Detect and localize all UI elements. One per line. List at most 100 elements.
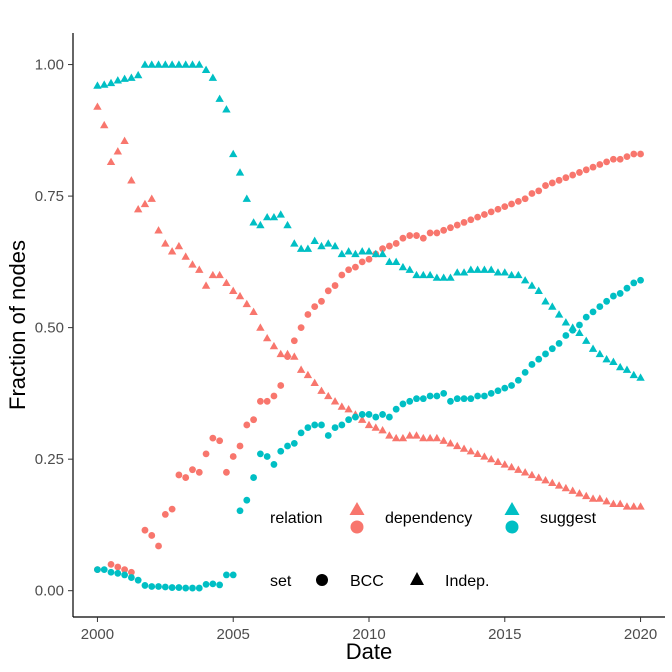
suggest-indep-triangle: [520, 276, 530, 284]
dependency-bcc-point: [263, 397, 271, 405]
legend-set-title: set: [270, 573, 292, 590]
suggest-bcc-point: [494, 387, 502, 395]
dependency-bcc-point: [596, 161, 604, 168]
suggest-bcc-point: [372, 413, 380, 421]
suggest-indep-triangle: [405, 265, 414, 273]
dependency-indep-triangle: [371, 423, 380, 431]
y-tick-label: 0.50: [35, 320, 64, 337]
suggest-indep-triangle: [296, 244, 306, 252]
dependency-bcc-point: [440, 226, 448, 234]
dependency-bcc-point: [508, 200, 515, 208]
suggest-indep-triangle: [541, 297, 550, 305]
dependency-bcc-point: [555, 176, 563, 184]
suggest-bcc-point: [589, 308, 597, 316]
suggest-bcc-point: [114, 569, 122, 577]
dependency-bcc-point: [521, 195, 529, 203]
suggest-bcc-point: [107, 568, 115, 576]
suggest-bcc-point: [501, 384, 509, 392]
dependency-bcc-point: [318, 297, 325, 305]
suggest-bcc-point: [155, 583, 162, 590]
suggest-bcc-point: [467, 395, 475, 403]
suggest-bcc-point: [548, 345, 556, 353]
legend-relation-title: relation: [270, 510, 322, 527]
suggest-indep-triangle: [629, 370, 638, 379]
suggest-bcc-point: [236, 507, 244, 515]
x-tick-label: 2015: [488, 626, 521, 643]
dependency-indep-triangle: [602, 497, 611, 505]
dependency-bcc-point: [121, 566, 128, 574]
legend-indep-label: Indep.: [445, 573, 489, 590]
suggest-indep-triangle: [276, 210, 285, 218]
dependency-bcc-point: [270, 392, 278, 400]
legend-suggest-circle: [505, 520, 519, 534]
suggest-bcc-point: [508, 382, 515, 389]
dependency-indep-triangle: [432, 433, 442, 442]
suggest-indep-triangle: [514, 270, 523, 279]
legend-dependency-label: dependency: [385, 510, 472, 527]
data-points: [93, 60, 645, 592]
suggest-indep-triangle: [113, 76, 123, 84]
dependency-bcc-point: [637, 150, 644, 158]
dependency-bcc-point: [379, 245, 386, 253]
suggest-bcc-point: [379, 411, 386, 418]
suggest-bcc-point: [331, 424, 339, 431]
dependency-bcc-point: [623, 153, 631, 161]
suggest-indep-triangle: [371, 249, 380, 258]
suggest-bcc-point: [630, 279, 638, 287]
suggest-indep-triangle: [351, 249, 360, 258]
dependency-bcc-point: [589, 163, 597, 171]
dependency-indep-triangle: [582, 491, 591, 500]
dependency-indep-triangle: [106, 157, 116, 166]
suggest-indep-triangle: [602, 355, 611, 363]
dependency-indep-triangle: [453, 441, 462, 450]
dependency-bcc-point: [127, 568, 135, 576]
dependency-bcc-point: [290, 337, 298, 345]
suggest-bcc-point: [324, 432, 332, 439]
dependency-indep-triangle: [473, 449, 482, 458]
dependency-indep-triangle: [276, 349, 285, 358]
dependency-bcc-point: [514, 197, 522, 205]
suggest-bcc-point: [623, 284, 631, 292]
dependency-indep-triangle: [391, 433, 401, 442]
dependency-indep-triangle: [93, 102, 102, 110]
dependency-indep-triangle: [161, 239, 170, 247]
suggest-bcc-point: [481, 392, 488, 400]
dependency-indep-triangle: [140, 199, 150, 208]
dependency-indep-triangle: [242, 299, 251, 308]
suggest-indep-triangle: [527, 281, 537, 289]
dependency-indep-triangle: [296, 365, 306, 373]
suggest-indep-triangle: [493, 268, 503, 276]
dependency-bcc-point: [324, 287, 332, 295]
suggest-bcc-point: [277, 447, 285, 455]
suggest-bcc-point: [223, 571, 230, 579]
dependency-bcc-point: [202, 450, 210, 458]
suggest-indep-triangle: [127, 73, 136, 81]
dependency-indep-triangle: [337, 402, 347, 410]
dependency-bcc-point: [352, 263, 359, 271]
dependency-bcc-point: [189, 466, 196, 474]
dependency-bcc-point: [345, 266, 353, 274]
y-tick-label: 0.75: [35, 188, 64, 205]
suggest-indep-triangle: [378, 249, 387, 258]
suggest-bcc-point: [175, 584, 183, 591]
dependency-indep-triangle: [615, 499, 625, 508]
suggest-bcc-point: [514, 376, 522, 384]
legend-indep-triangle: [410, 572, 424, 585]
suggest-indep-triangle: [330, 241, 340, 250]
dependency-bcc-point: [168, 505, 176, 513]
suggest-indep-triangle: [473, 265, 482, 273]
suggest-indep-triangle: [358, 247, 367, 255]
dependency-indep-triangle: [419, 433, 428, 442]
dependency-indep-triangle: [201, 281, 211, 289]
dependency-bcc-point: [223, 468, 230, 476]
suggest-bcc-point: [447, 397, 454, 405]
suggest-bcc-point: [100, 566, 108, 574]
dependency-indep-triangle: [290, 352, 299, 360]
suggest-indep-triangle: [215, 94, 224, 102]
dependency-indep-triangle: [405, 431, 414, 439]
dependency-indep-triangle: [378, 426, 387, 434]
dependency-bcc-point: [582, 166, 590, 174]
suggest-indep-triangle: [609, 357, 618, 365]
dependency-bcc-point: [277, 382, 285, 389]
